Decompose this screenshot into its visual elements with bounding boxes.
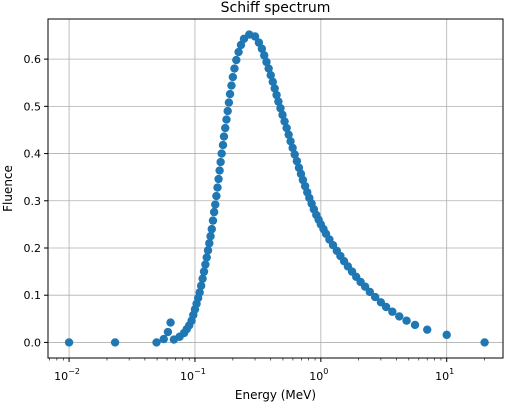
data-point (217, 149, 226, 158)
data-point (272, 90, 281, 100)
y-tick-label: 0.1 (24, 289, 42, 302)
data-point (221, 123, 230, 133)
data-point (196, 281, 206, 290)
data-point (381, 302, 391, 312)
data-point (262, 57, 271, 67)
data-point (286, 137, 295, 146)
data-point (198, 274, 207, 283)
data-point (442, 330, 451, 340)
data-point (290, 150, 299, 159)
data-point (223, 106, 232, 116)
data-point (292, 156, 302, 166)
data-point (228, 72, 238, 82)
data-point (270, 84, 279, 93)
data-point (224, 98, 234, 107)
data-point (206, 231, 215, 241)
data-point (216, 157, 225, 167)
data-point (110, 338, 120, 347)
y-axis-label: Fluence (1, 165, 15, 212)
data-point (282, 123, 291, 133)
data-points (64, 30, 489, 347)
axis-ticks: 10−2 10−1 100 101 0.0 0.1 0.2 0.3 0.4 0.5 0.6 (24, 53, 485, 383)
data-point (205, 239, 214, 248)
y-tick-label: 0.0 (24, 336, 42, 349)
data-point (203, 246, 213, 255)
data-point (260, 51, 269, 60)
data-point (395, 312, 404, 321)
data-point (201, 260, 210, 269)
data-point (207, 224, 216, 234)
y-tick-label: 0.3 (24, 195, 42, 208)
data-point (163, 327, 173, 337)
y-tick-label: 0.5 (24, 100, 42, 113)
data-point (152, 338, 161, 347)
data-point (402, 316, 411, 325)
data-point (214, 174, 223, 184)
data-point (250, 32, 260, 41)
data-point (211, 200, 220, 209)
data-point (213, 183, 222, 192)
data-point (230, 64, 239, 73)
x-tick-label: 101 (435, 367, 454, 383)
x-tick-label: 100 (309, 367, 328, 383)
data-point (212, 191, 221, 201)
data-point (410, 320, 420, 330)
y-tick-label: 0.6 (24, 53, 42, 66)
data-point (370, 292, 380, 302)
data-point (280, 117, 289, 126)
data-point (219, 132, 229, 141)
data-point (166, 318, 175, 327)
data-point (64, 338, 74, 347)
data-point (195, 288, 204, 297)
x-axis-label: Energy (MeV) (235, 388, 316, 402)
data-point (274, 97, 283, 106)
data-point (266, 70, 275, 80)
data-point (215, 166, 224, 175)
x-tick-label: 10−1 (180, 367, 206, 383)
data-point (365, 287, 375, 297)
data-point (288, 143, 297, 153)
data-point (159, 334, 168, 344)
data-point (276, 104, 285, 113)
data-point (423, 325, 432, 334)
data-point (232, 55, 241, 65)
y-tick-label: 0.2 (24, 242, 42, 255)
x-tick-label: 10−2 (54, 367, 80, 383)
data-point (264, 64, 273, 73)
data-point (218, 140, 228, 150)
data-point (227, 81, 236, 90)
grid (48, 19, 503, 358)
data-point (208, 216, 218, 225)
data-point (388, 307, 397, 316)
data-point (284, 130, 293, 139)
y-tick-label: 0.4 (24, 148, 42, 161)
data-point (199, 267, 209, 276)
data-point (257, 44, 267, 53)
data-point (225, 89, 235, 99)
data-point (480, 338, 489, 347)
plot-frame (47, 18, 504, 359)
data-point (278, 110, 287, 120)
data-point (202, 253, 211, 262)
chart-title: Schiff spectrum (221, 0, 331, 16)
data-point (209, 207, 219, 217)
data-point (234, 47, 243, 57)
data-point (268, 77, 277, 87)
data-point (222, 115, 231, 124)
